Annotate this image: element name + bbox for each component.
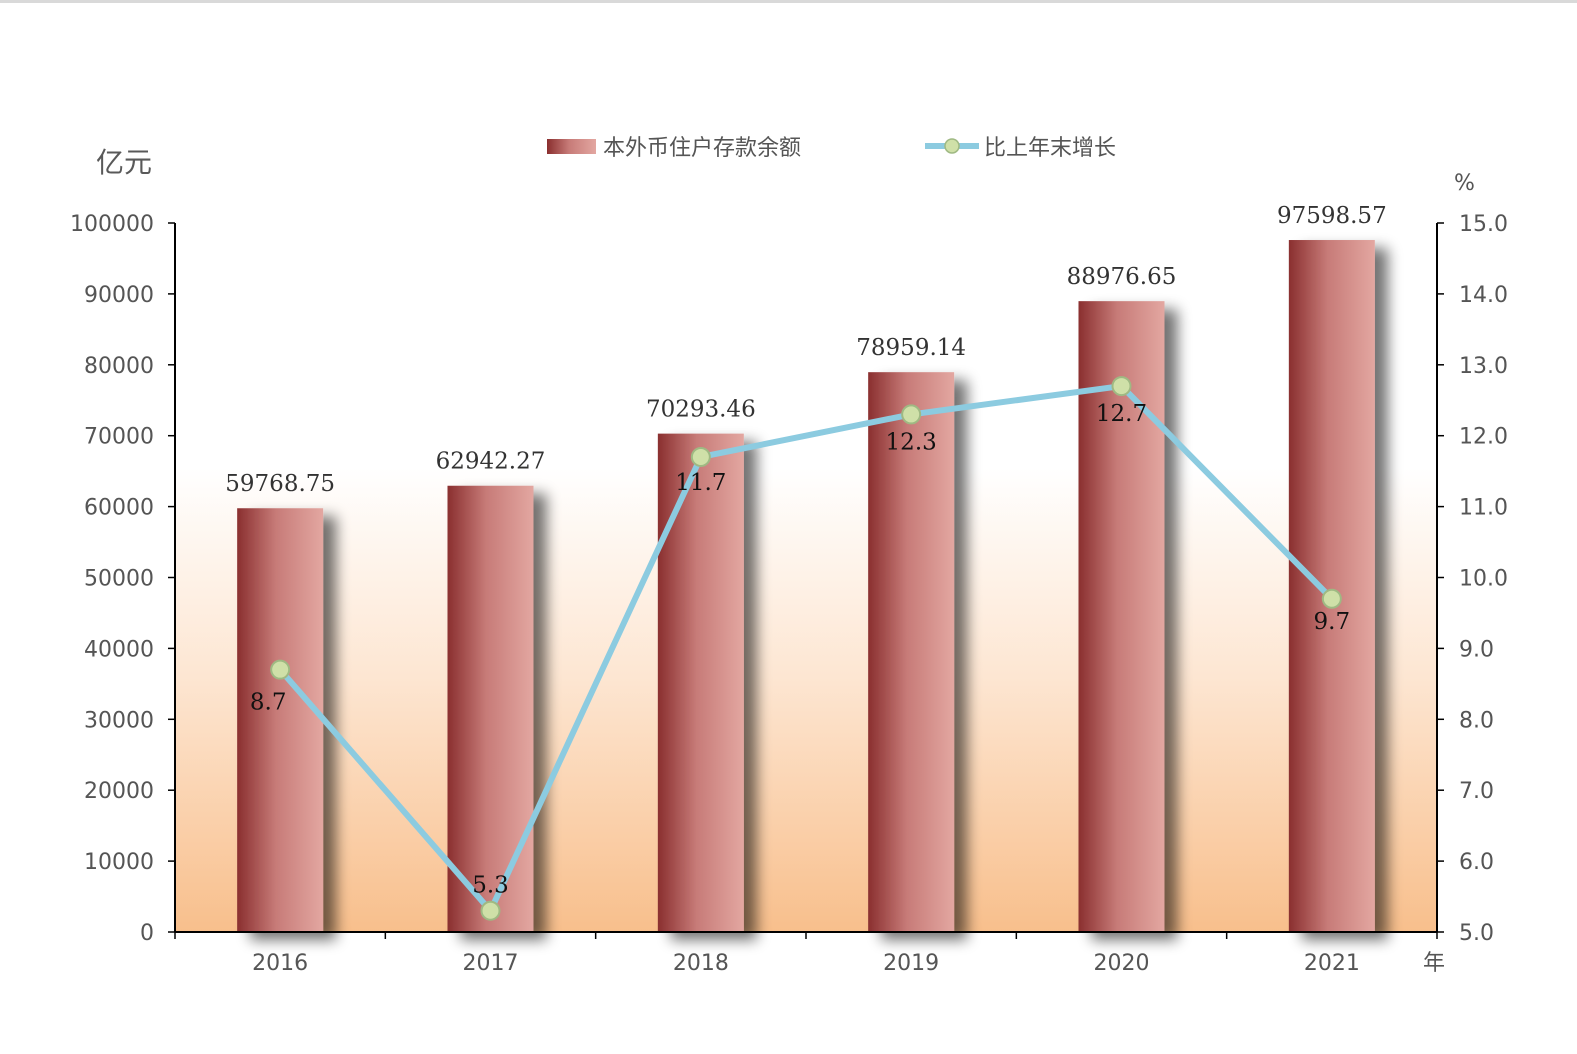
legend-line-marker (944, 138, 960, 154)
y-right-tick-label: 12.0 (1459, 425, 1508, 450)
y-left-tick-label: 40000 (84, 637, 154, 662)
y-left-tick-label: 80000 (84, 354, 154, 379)
growth-line (277, 383, 1334, 914)
bar-value-label: 88976.65 (1067, 264, 1177, 290)
y-left-tick-label: 30000 (84, 708, 154, 733)
y-left-tick-label: 60000 (84, 496, 154, 521)
x-tick-label: 2020 (1094, 951, 1150, 976)
growth-value-label: 9.7 (1314, 609, 1351, 635)
growth-value-label: 5.3 (472, 873, 509, 899)
y-left-unit-label: 亿元 (96, 146, 152, 179)
y-right-tick-label: 14.0 (1459, 283, 1508, 308)
bar-2017 (447, 485, 534, 932)
y-right-tick-label: 5.0 (1459, 921, 1494, 946)
y-right-tick-label: 10.0 (1459, 567, 1508, 592)
plot-background (175, 468, 1437, 932)
growth-value-label: 11.7 (675, 470, 726, 496)
y-right-tick-label: 7.0 (1459, 779, 1494, 804)
y-right-tick-label: 8.0 (1459, 708, 1494, 733)
bar-2018 (657, 433, 744, 932)
y-left-tick-label: 70000 (84, 425, 154, 450)
legend-line-label: 比上年末增长 (984, 136, 1116, 161)
top-divider (0, 0, 1577, 3)
bar-2020 (1078, 301, 1165, 933)
bar-value-label: 97598.57 (1277, 203, 1387, 229)
bar-value-label: 62942.27 (436, 449, 546, 475)
y-right-tick-label: 9.0 (1459, 637, 1494, 662)
x-tick-label: 2018 (673, 951, 729, 976)
growth-point-2019 (901, 404, 922, 425)
y-right-tick-label: 6.0 (1459, 850, 1494, 875)
y-right-tick-label: 15.0 (1459, 212, 1508, 237)
y-right-unit-label: % (1454, 171, 1475, 196)
legend-bar-swatch (547, 139, 596, 154)
bar-value-label: 59768.75 (225, 471, 335, 497)
x-tick-label: 2017 (463, 951, 519, 976)
bar-2019 (868, 372, 955, 932)
growth-value-label: 12.7 (1096, 401, 1147, 427)
growth-point-2018 (690, 446, 711, 467)
x-tick-label: 2016 (252, 951, 308, 976)
y-right-tick-label: 13.0 (1459, 354, 1508, 379)
growth-value-label: 8.7 (250, 690, 287, 716)
growth-point-2021 (1321, 588, 1342, 609)
bar-2016 (237, 508, 324, 932)
y-right-tick-label: 11.0 (1459, 496, 1508, 521)
growth-point-2017 (480, 900, 501, 921)
legend-bar-label: 本外币住户存款余额 (603, 136, 801, 161)
x-unit-label: 年 (1423, 951, 1445, 976)
bar-value-label: 78959.14 (856, 335, 966, 361)
y-left-tick-label: 90000 (84, 283, 154, 308)
x-tick-label: 2019 (883, 951, 939, 976)
bar-value-label: 70293.46 (646, 397, 756, 423)
x-tick-label: 2021 (1304, 951, 1360, 976)
y-left-tick-label: 20000 (84, 779, 154, 804)
growth-value-label: 12.3 (886, 429, 937, 455)
y-left-tick-label: 0 (140, 921, 154, 946)
y-left-tick-label: 100000 (70, 212, 154, 237)
y-left-tick-label: 10000 (84, 850, 154, 875)
bar-2021 (1288, 240, 1375, 933)
y-left-tick-label: 50000 (84, 567, 154, 592)
growth-point-2020 (1111, 376, 1132, 397)
growth-point-2016 (270, 659, 291, 680)
